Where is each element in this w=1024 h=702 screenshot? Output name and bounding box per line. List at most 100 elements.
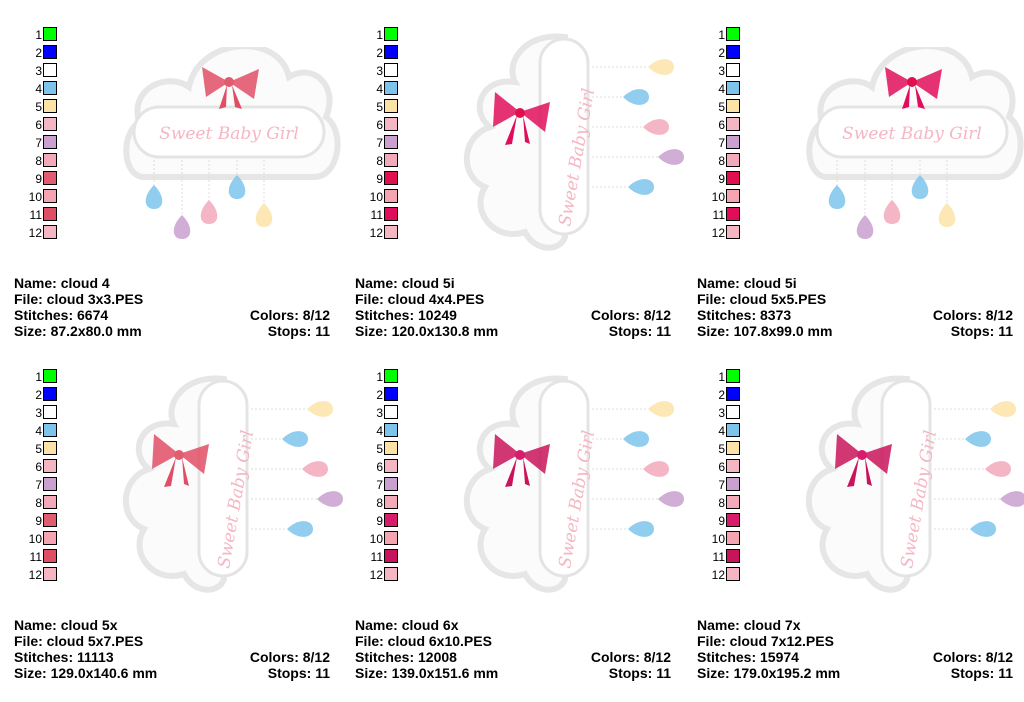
palette-index: 1 xyxy=(376,370,383,384)
design-card: 1 2 3 4 5 6 7 8 9 10 11 12 Sweet Baby Girl Name: clou… xyxy=(14,27,344,347)
color-swatch xyxy=(726,369,740,383)
palette-row: 4 xyxy=(355,81,415,99)
color-swatch xyxy=(726,477,740,491)
design-card: 1 2 3 4 5 6 7 8 9 10 11 12 Sweet Baby Girl Name: clou… xyxy=(697,27,1024,347)
palette-index: 6 xyxy=(35,460,42,474)
raindrop-icon xyxy=(648,401,674,417)
info-label: Colors: xyxy=(590,649,640,665)
raindrop-icon xyxy=(970,521,996,537)
palette-row: 10 xyxy=(355,531,415,549)
palette-index: 7 xyxy=(376,136,383,150)
info-value: 11 xyxy=(315,323,330,339)
info-value: cloud 3x3.PES xyxy=(46,291,144,307)
palette-index: 2 xyxy=(35,388,42,402)
raindrop-icon xyxy=(648,59,674,75)
info-name: Name: cloud 5i xyxy=(697,275,797,291)
palette-index: 8 xyxy=(35,496,42,510)
info-file: File: cloud 5x7.PES xyxy=(14,633,143,649)
design-card: 1 2 3 4 5 6 7 8 9 10 11 12 Sweet Baby Girl Name: clou… xyxy=(14,369,344,689)
palette-index: 10 xyxy=(711,532,725,546)
color-swatch xyxy=(43,567,57,581)
raindrop-icon xyxy=(828,185,846,209)
info-size: Size: 87.2x80.0 mm xyxy=(14,323,142,339)
name-plate xyxy=(815,105,1009,159)
palette-index: 2 xyxy=(376,46,383,60)
info-label: File: xyxy=(355,291,384,307)
info-label: Colors: xyxy=(932,649,982,665)
info-label: Name: xyxy=(697,617,740,633)
info-value: 11 xyxy=(998,323,1013,339)
color-swatch xyxy=(43,207,57,221)
palette-index: 6 xyxy=(376,118,383,132)
palette-index: 9 xyxy=(376,514,383,528)
design-preview: Sweet Baby Girl xyxy=(463,375,684,593)
palette-row: 9 xyxy=(697,171,757,189)
raindrop-icon xyxy=(1000,491,1024,507)
palette-row: 11 xyxy=(355,207,415,225)
palette-index: 10 xyxy=(711,190,725,204)
palette-row: 10 xyxy=(14,189,74,207)
palette-row: 12 xyxy=(697,225,757,243)
color-swatch xyxy=(43,459,57,473)
palette-row: 6 xyxy=(697,117,757,135)
palette-index: 10 xyxy=(28,190,42,204)
info-value: 8/12 xyxy=(302,307,330,323)
raindrop-icon xyxy=(282,431,308,447)
info-colors: Colors: 8/12 xyxy=(591,307,671,323)
palette-index: 2 xyxy=(376,388,383,402)
info-label: Size: xyxy=(355,323,388,339)
info-label: File: xyxy=(697,633,726,649)
palette-index: 4 xyxy=(35,424,42,438)
color-swatch xyxy=(726,27,740,41)
design-text: Sweet Baby Girl xyxy=(842,124,982,144)
color-swatch xyxy=(726,117,740,131)
info-value: 8/12 xyxy=(643,649,671,665)
palette-index: 8 xyxy=(376,496,383,510)
info-value: cloud 5i xyxy=(401,275,455,291)
info-label: Colors: xyxy=(590,307,640,323)
palette-index: 12 xyxy=(28,226,42,240)
info-file: File: cloud 5x5.PES xyxy=(697,291,826,307)
info-value: cloud 4x4.PES xyxy=(387,291,485,307)
info-stitches: Stitches: 8373 xyxy=(697,307,791,323)
palette-index: 9 xyxy=(35,172,42,186)
raindrop-icon xyxy=(628,179,654,195)
palette-row: 1 xyxy=(355,369,415,387)
info-label: Stops: xyxy=(608,323,653,339)
color-swatch xyxy=(384,189,398,203)
palette-index: 7 xyxy=(35,136,42,150)
color-swatch xyxy=(384,117,398,131)
design-card: 1 2 3 4 5 6 7 8 9 10 11 12 Sweet Baby Girl Name: clou… xyxy=(697,369,1024,689)
info-label: Stitches: xyxy=(14,307,74,323)
raindrop-icon xyxy=(287,521,313,537)
palette-row: 10 xyxy=(14,531,74,549)
color-swatch xyxy=(384,549,398,563)
palette-row: 11 xyxy=(14,549,74,567)
info-label: Name: xyxy=(355,617,398,633)
palette-index: 7 xyxy=(376,478,383,492)
palette-index: 12 xyxy=(369,568,383,582)
info-label: Name: xyxy=(14,617,57,633)
color-swatch xyxy=(384,513,398,527)
palette-row: 5 xyxy=(355,441,415,459)
color-swatch xyxy=(384,63,398,77)
info-size: Size: 120.0x130.8 mm xyxy=(355,323,498,339)
palette-row: 6 xyxy=(14,459,74,477)
palette-row: 10 xyxy=(355,189,415,207)
color-swatch xyxy=(384,495,398,509)
palette-row: 11 xyxy=(697,549,757,567)
palette-row: 1 xyxy=(697,27,757,45)
palette-index: 5 xyxy=(376,100,383,114)
palette-row: 3 xyxy=(14,63,74,81)
color-swatch xyxy=(43,549,57,563)
palette-index: 8 xyxy=(718,154,725,168)
raindrop-icon xyxy=(623,431,649,447)
info-size: Size: 139.0x151.6 mm xyxy=(355,665,498,681)
color-swatch xyxy=(43,513,57,527)
color-swatch xyxy=(384,207,398,221)
color-swatch xyxy=(43,189,57,203)
palette-index: 1 xyxy=(718,28,725,42)
info-stitches: Stitches: 10249 xyxy=(355,307,457,323)
palette-index: 3 xyxy=(376,64,383,78)
palette-index: 3 xyxy=(35,406,42,420)
